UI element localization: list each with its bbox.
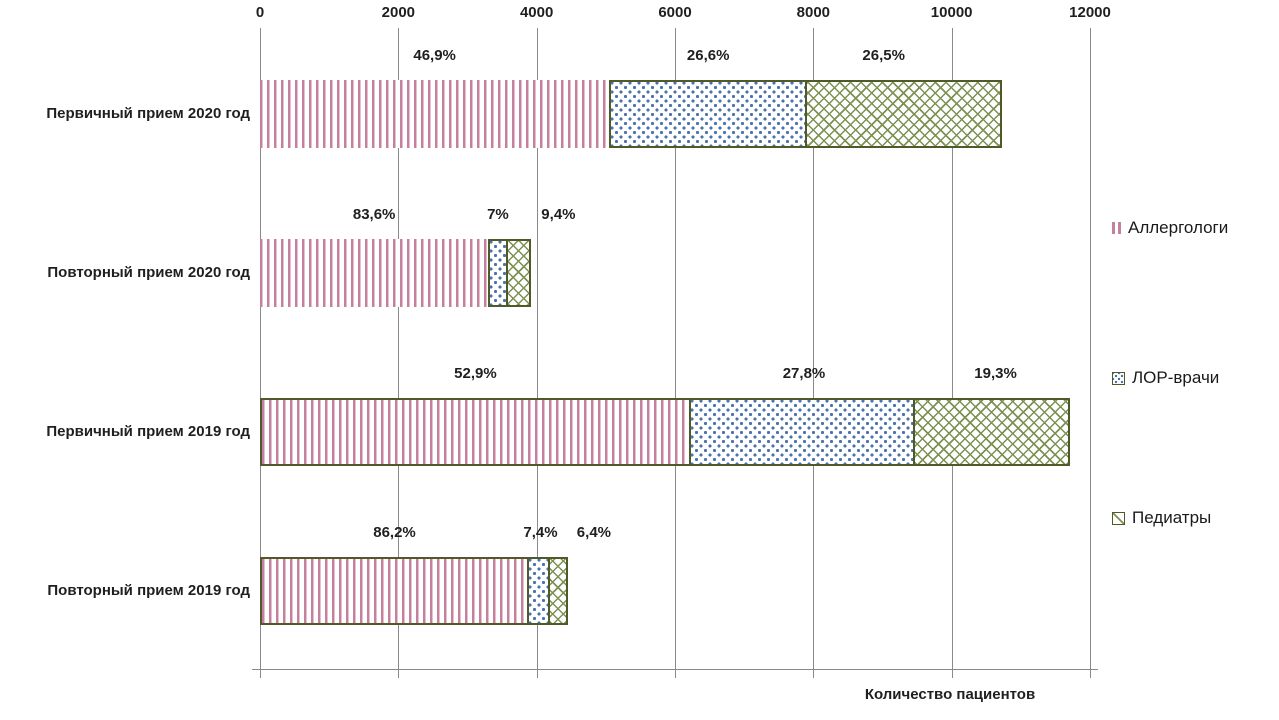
gridline xyxy=(951,28,953,678)
x-tick-label: 8000 xyxy=(796,4,831,21)
legend-label: Аллергологи xyxy=(1128,218,1229,237)
legend-swatch-icon xyxy=(1112,511,1125,525)
gridline xyxy=(398,28,400,678)
bar-segment-allergist xyxy=(260,239,489,307)
percent-label: 19,3% xyxy=(974,365,1017,382)
percent-label: 52,9% xyxy=(454,365,497,382)
bar-segment-pediatrician xyxy=(505,239,532,307)
category-label: Повторный прием 2020 год xyxy=(47,264,250,281)
x-tick-label: 10000 xyxy=(930,4,973,21)
x-tick-label: 0 xyxy=(255,4,265,21)
bar-segment-allergist xyxy=(260,80,610,148)
percent-label: 7,4% xyxy=(523,524,558,541)
x-axis-title: Количество пациентов xyxy=(864,686,1036,703)
bar-segment-allergist xyxy=(260,557,530,625)
percent-label: 46,9% xyxy=(413,47,456,64)
bar-row xyxy=(260,80,1003,148)
bar-segment-pediatrician xyxy=(805,80,1003,148)
percent-label: 26,6% xyxy=(686,47,730,64)
legend-swatch-icon xyxy=(1112,222,1121,234)
bar-row xyxy=(260,239,532,307)
legend-item: Педиатры xyxy=(1112,508,1211,528)
percent-label: 9,4% xyxy=(541,206,576,223)
percent-label: 7% xyxy=(487,206,509,223)
gridline xyxy=(675,28,676,678)
percent-label: 6,4% xyxy=(576,524,612,541)
x-tick-label: 4000 xyxy=(519,4,554,21)
category-label: Первичный прием 2020 год xyxy=(46,105,250,122)
bar-segment-ent xyxy=(609,80,808,148)
legend-label: Педиатры xyxy=(1132,508,1212,527)
category-label: Первичный прием 2019 год xyxy=(46,423,250,440)
legend-item: ЛОР-врачи xyxy=(1112,368,1219,388)
bar-segment-ent xyxy=(488,239,508,307)
percent-label: 83,6% xyxy=(352,206,396,223)
percent-label: 86,2% xyxy=(373,524,416,541)
plot-area: 46,9% 26,6% 26,5% 83,6% 7% 9,4% 52,9% 27,8% 19,3… xyxy=(252,28,1098,678)
bar-row xyxy=(260,557,568,625)
x-tick-label: 12000 xyxy=(1069,4,1111,21)
gridline xyxy=(536,28,538,678)
bar-segment-pediatrician xyxy=(913,398,1071,466)
percent-label: 26,5% xyxy=(862,47,905,64)
legend-item: Аллергологи xyxy=(1112,218,1228,238)
category-label: Повторный прием 2019 год xyxy=(47,582,250,599)
bar-segment-allergist xyxy=(260,398,691,466)
legend-label: ЛОР-врачи xyxy=(1132,368,1220,387)
x-tick-label: 6000 xyxy=(658,4,692,21)
gridline xyxy=(813,28,815,678)
bar-segment-pediatrician xyxy=(547,557,568,625)
gridline xyxy=(260,28,261,678)
x-tick-label: 2000 xyxy=(381,4,416,21)
bar-segment-ent xyxy=(527,557,550,625)
bar-segment-ent xyxy=(688,398,916,466)
percent-label: 27,8% xyxy=(782,365,826,382)
gridline xyxy=(1090,28,1091,678)
bar-row xyxy=(260,398,1071,466)
legend-swatch-icon xyxy=(1112,371,1125,385)
